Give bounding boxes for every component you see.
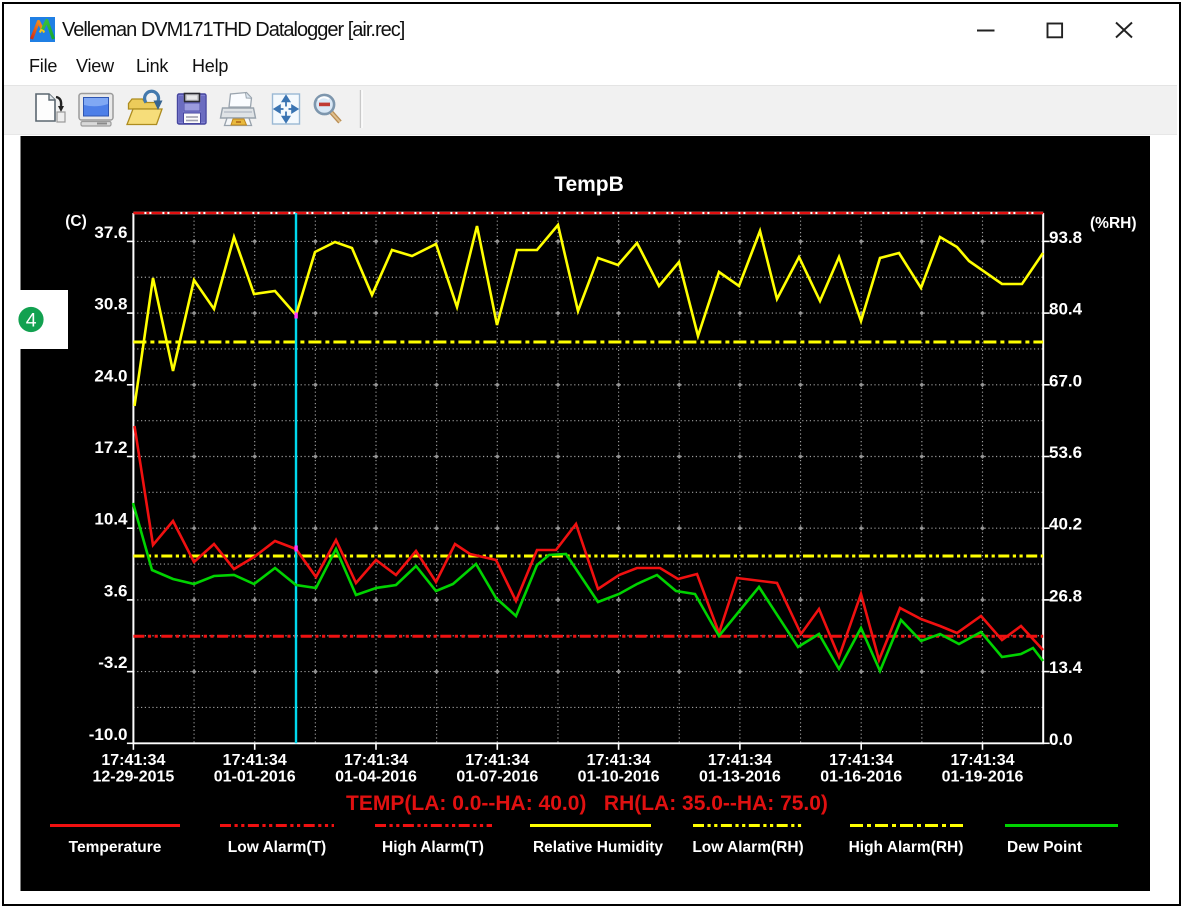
svg-text:17:41:34: 17:41:34 [708, 752, 772, 769]
svg-text:17:41:34: 17:41:34 [950, 752, 1014, 769]
svg-text:(%RH): (%RH) [1090, 215, 1137, 232]
svg-text:01-04-2016: 01-04-2016 [335, 769, 417, 786]
svg-text:10.4: 10.4 [94, 510, 128, 529]
svg-text:Low Alarm(RH): Low Alarm(RH) [692, 839, 803, 856]
svg-text:High Alarm(RH): High Alarm(RH) [849, 839, 964, 856]
svg-text:53.6: 53.6 [1049, 443, 1082, 462]
svg-text:24.0: 24.0 [94, 366, 127, 385]
svg-text:17:41:34: 17:41:34 [587, 752, 651, 769]
svg-text:17.2: 17.2 [94, 438, 127, 457]
svg-text:01-10-2016: 01-10-2016 [578, 769, 660, 786]
svg-text:-3.2: -3.2 [98, 653, 127, 672]
svg-text:Temperature: Temperature [69, 839, 162, 856]
svg-text:01-13-2016: 01-13-2016 [699, 769, 781, 786]
svg-text:01-01-2016: 01-01-2016 [214, 769, 296, 786]
svg-text:Relative Humidity: Relative Humidity [533, 839, 663, 856]
svg-text:3.6: 3.6 [104, 581, 128, 600]
svg-text:4: 4 [26, 310, 37, 332]
svg-text:13.4: 13.4 [1049, 658, 1083, 677]
svg-text:17:41:34: 17:41:34 [344, 752, 408, 769]
svg-text:17:41:34: 17:41:34 [101, 752, 165, 769]
svg-text:40.2: 40.2 [1049, 515, 1082, 534]
svg-text:67.0: 67.0 [1049, 371, 1082, 390]
svg-text:17:41:34: 17:41:34 [223, 752, 287, 769]
svg-text:0.0: 0.0 [1049, 730, 1073, 749]
svg-text:12-29-2015: 12-29-2015 [92, 769, 174, 786]
svg-text:01-07-2016: 01-07-2016 [456, 769, 538, 786]
svg-text:37.6: 37.6 [94, 223, 127, 242]
svg-text:TempB: TempB [554, 173, 624, 196]
svg-text:17:41:34: 17:41:34 [829, 752, 893, 769]
svg-text:01-19-2016: 01-19-2016 [942, 769, 1024, 786]
svg-text:80.4: 80.4 [1049, 300, 1083, 319]
svg-text:TEMP(LA: 0.0--HA: 40.0) RH(L: TEMP(LA: 0.0--HA: 40.0) RH(LA: 35.0--HA:… [346, 792, 828, 815]
svg-text:Low Alarm(T): Low Alarm(T) [228, 839, 326, 856]
svg-text:-10.0: -10.0 [89, 725, 128, 744]
svg-text:(C): (C) [65, 213, 87, 230]
svg-text:30.8: 30.8 [94, 295, 127, 314]
svg-text:Dew Point: Dew Point [1007, 839, 1082, 856]
svg-text:26.8: 26.8 [1049, 586, 1082, 605]
svg-text:93.8: 93.8 [1049, 228, 1082, 247]
svg-text:01-16-2016: 01-16-2016 [820, 769, 902, 786]
svg-text:17:41:34: 17:41:34 [465, 752, 529, 769]
svg-text:High Alarm(T): High Alarm(T) [382, 839, 484, 856]
